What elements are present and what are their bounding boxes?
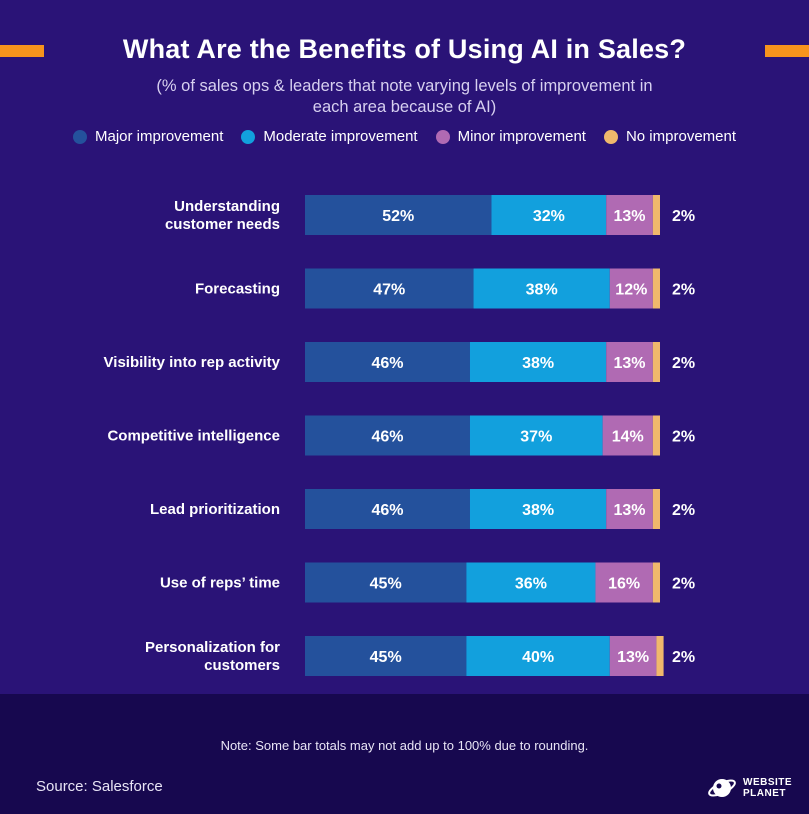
data-label: 16% — [608, 576, 640, 593]
logo-line-1: WEBSITE — [743, 777, 793, 788]
legend-swatch — [603, 129, 618, 144]
bar-segment — [652, 562, 660, 603]
legend-swatch — [72, 129, 87, 144]
bar-segment — [305, 342, 470, 382]
bar-segment — [466, 562, 596, 603]
data-label: 14% — [612, 429, 644, 446]
planet-icon — [708, 779, 736, 797]
bar-segment — [305, 562, 467, 603]
accent-bar-left — [0, 45, 44, 57]
accent-bar-right — [765, 45, 809, 57]
bar-segment — [595, 562, 653, 603]
data-label: 38% — [526, 282, 558, 299]
source-label: Source: Salesforce — [36, 778, 163, 795]
data-label: 13% — [614, 502, 646, 519]
data-label: 13% — [614, 208, 646, 225]
bar-segment — [305, 195, 492, 235]
data-label: 13% — [617, 649, 649, 666]
legend-item: Major improvement — [72, 128, 224, 145]
legend-item: No improvement — [603, 128, 737, 145]
bar-segment — [606, 195, 653, 235]
legend-swatch — [241, 129, 256, 144]
data-label: 13% — [614, 355, 646, 372]
data-label: 38% — [522, 355, 554, 372]
bar-segment — [305, 489, 470, 529]
footer-band — [0, 694, 809, 814]
data-label: 47% — [373, 282, 405, 299]
bar-segment — [491, 195, 607, 235]
bar-segment — [305, 268, 474, 309]
data-label: 46% — [371, 502, 403, 519]
category-label: Lead prioritization — [150, 501, 280, 518]
bar-segment — [606, 342, 653, 382]
data-label: 2% — [672, 649, 695, 666]
footnote: Note: Some bar totals may not add up to … — [220, 738, 589, 753]
chart-legend: Major improvement Moderate improvement Min… — [0, 128, 809, 145]
data-label: 2% — [672, 355, 695, 372]
data-label: 2% — [672, 282, 695, 299]
website-planet-logo: WEBSITE PLANET — [707, 773, 792, 803]
bar-segment — [606, 489, 653, 529]
chart-title: What Are the Benefits of Using AI in Sal… — [122, 34, 687, 64]
data-label: 45% — [370, 649, 402, 666]
bar-segment — [305, 415, 470, 456]
data-label: 45% — [370, 576, 402, 593]
category-label: Personalization for customers — [145, 639, 280, 674]
bar-segment — [652, 268, 660, 309]
bar-segment — [609, 636, 657, 676]
data-label: 37% — [520, 429, 552, 446]
legend-label: Minor improvement — [457, 128, 586, 145]
data-label: 38% — [522, 502, 554, 519]
data-label: 2% — [672, 208, 695, 225]
category-label: Use of reps’ time — [160, 575, 280, 592]
legend-item: Minor improvement — [435, 128, 586, 145]
bar-segment — [469, 489, 607, 529]
data-label: 52% — [382, 208, 414, 225]
legend-label: Major improvement — [94, 128, 224, 145]
data-label: 32% — [533, 208, 565, 225]
bar-segment — [466, 636, 610, 676]
legend-label: No improvement — [625, 128, 737, 145]
bar-segment — [473, 268, 610, 309]
bar-segment — [609, 268, 653, 309]
bar-segment — [469, 342, 607, 382]
data-label: 12% — [615, 282, 647, 299]
data-label: 2% — [672, 576, 695, 593]
category-label: Understanding customer needs — [165, 198, 280, 233]
bar-segment — [469, 415, 603, 456]
legend-swatch — [435, 129, 450, 144]
bar-segment — [652, 489, 660, 529]
data-label: 46% — [371, 355, 403, 372]
data-label: 36% — [515, 576, 547, 593]
bar-segment — [305, 636, 467, 676]
category-label: Competitive intelligence — [107, 428, 280, 445]
legend-item: Moderate improvement — [241, 128, 418, 145]
data-label: 46% — [371, 429, 403, 446]
bar-segment — [602, 415, 653, 456]
bar-segment — [652, 342, 660, 382]
category-label: Visibility into rep activity — [104, 354, 281, 371]
legend-label: Moderate improvement — [263, 128, 418, 145]
data-label: 2% — [672, 502, 695, 519]
stacked-bar-chart: Understanding customer needs 52% 32% 13% 2% Fo… — [104, 195, 695, 676]
category-label: Forecasting — [195, 281, 280, 298]
bar-segment — [656, 636, 664, 676]
bar-segment — [652, 195, 660, 235]
logo-line-2: PLANET — [743, 788, 786, 799]
chart-subtitle: (% of sales ops & leaders that note vary… — [156, 77, 653, 116]
data-label: 40% — [522, 649, 554, 666]
data-label: 2% — [672, 429, 695, 446]
bar-segment — [652, 415, 660, 456]
